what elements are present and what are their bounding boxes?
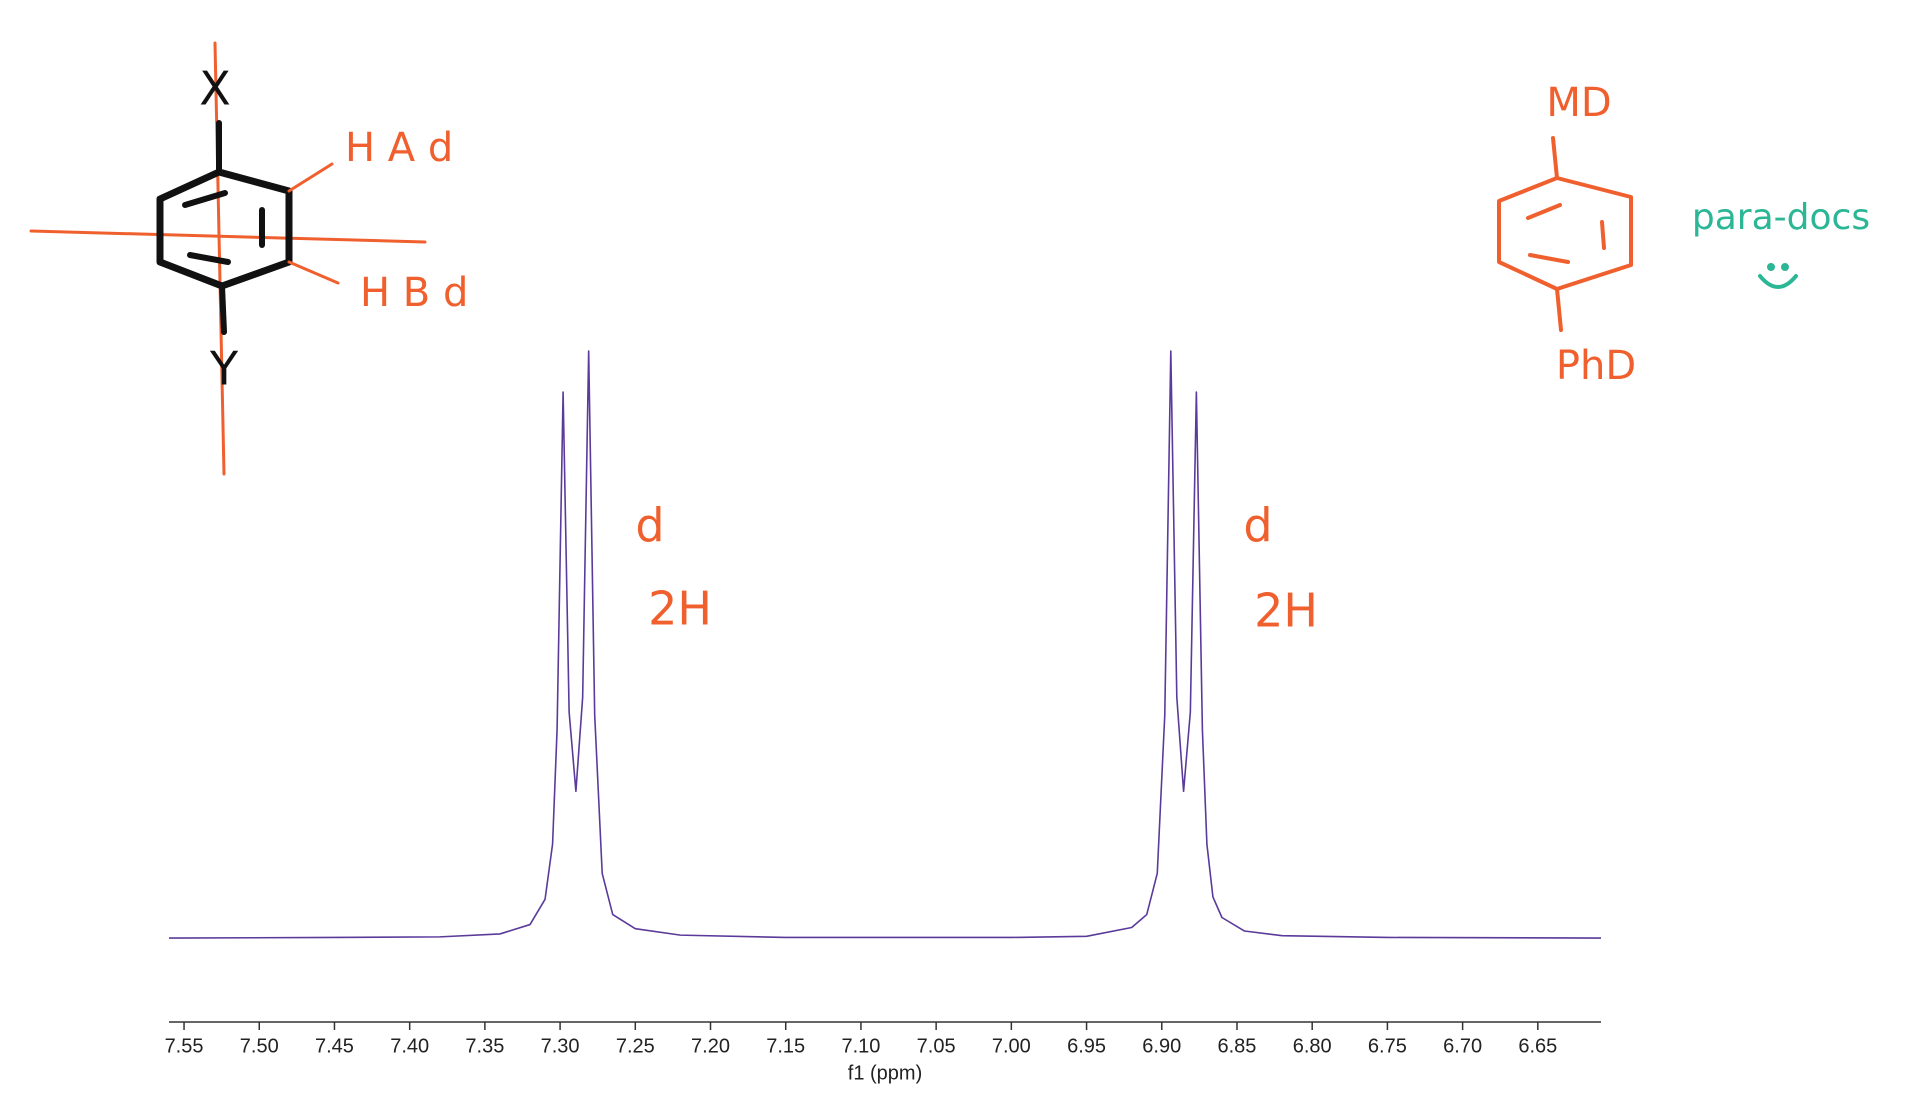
x-tick-label: 7.00 — [992, 1035, 1031, 1057]
annotation: 2H — [1254, 584, 1318, 638]
x-tick-label: 7.05 — [917, 1035, 956, 1057]
annotation: d — [635, 499, 664, 553]
x-tick-label: 6.85 — [1218, 1035, 1257, 1057]
smiley — [1758, 263, 1798, 289]
x-tick-label: 7.55 — [165, 1035, 204, 1057]
x-tick-label: 7.25 — [616, 1035, 655, 1057]
x-tick-label: 6.80 — [1293, 1035, 1332, 1057]
x-tick-label: 7.35 — [465, 1035, 504, 1057]
annotation: para-docs — [1692, 197, 1870, 238]
annotation: H A d — [345, 125, 453, 171]
spectrum-line — [168, 350, 1602, 939]
x-tick-label: 7.40 — [390, 1035, 429, 1057]
x-tick-label: 7.15 — [766, 1035, 805, 1057]
x-tick-label: 6.70 — [1443, 1035, 1482, 1057]
x-tick-label: 7.45 — [315, 1035, 354, 1057]
x-tick-label: 6.90 — [1142, 1035, 1181, 1057]
annotation: X — [199, 62, 231, 116]
annotation: d — [1243, 499, 1272, 553]
annotation: Y — [209, 342, 239, 396]
structure-sketch-left — [29, 41, 427, 476]
structure-sketch-right — [1497, 136, 1633, 332]
x-tick-label: 6.65 — [1518, 1035, 1557, 1057]
annotation: H B d — [360, 270, 468, 316]
annotation: MD — [1546, 80, 1611, 126]
x-tick-label: 7.30 — [541, 1035, 580, 1057]
x-tick-label: 7.10 — [841, 1035, 880, 1057]
x-tick-label: 7.50 — [240, 1035, 279, 1057]
x-tick-label: 7.20 — [691, 1035, 730, 1057]
x-tick-label: 6.75 — [1368, 1035, 1407, 1057]
annotation: PhD — [1556, 343, 1636, 389]
x-tick-label: 6.95 — [1067, 1035, 1106, 1057]
annotation: 2H — [648, 582, 712, 636]
x-axis-label: f1 (ppm) — [848, 1062, 922, 1084]
